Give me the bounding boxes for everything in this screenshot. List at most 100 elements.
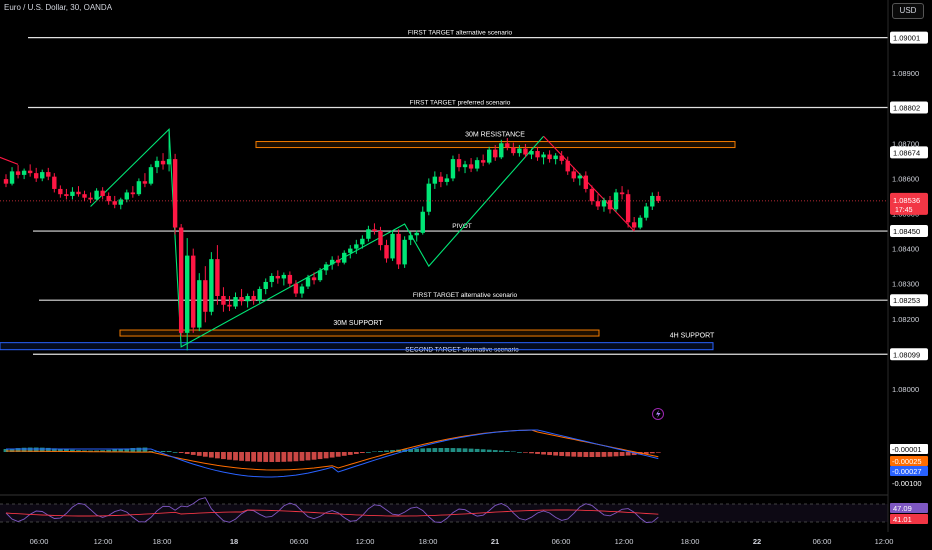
pattern-line xyxy=(0,156,19,165)
rsi-band xyxy=(0,504,888,522)
candle-body xyxy=(456,159,462,168)
macd-histogram-bar xyxy=(613,452,619,457)
candle xyxy=(305,274,311,289)
candle xyxy=(40,169,45,182)
candle xyxy=(547,150,552,163)
candle xyxy=(384,239,389,263)
candles-layer[interactable] xyxy=(3,129,661,351)
candle-body xyxy=(40,172,45,179)
level-price-text: 1.08674 xyxy=(893,148,920,157)
macd-histogram-bar xyxy=(523,452,528,453)
currency-button[interactable]: USD xyxy=(892,3,924,19)
rsi-tag-text: 47.09 xyxy=(893,504,912,513)
candle xyxy=(88,192,93,203)
macd-histogram-bar xyxy=(94,450,99,452)
level-label: FIRST TARGET alternative scenario xyxy=(408,30,513,37)
candle xyxy=(595,194,601,210)
price-tick-label: 1.08600 xyxy=(892,174,919,183)
macd-histogram-bar xyxy=(76,450,81,452)
macd-histogram-bar xyxy=(577,452,583,457)
candle xyxy=(631,217,637,232)
candle-body xyxy=(438,176,444,182)
candle-body xyxy=(650,195,655,207)
macd-histogram-bar xyxy=(15,448,21,452)
macd-histogram-bar xyxy=(547,452,552,456)
candle-body xyxy=(468,164,474,169)
macd-histogram-bar xyxy=(559,452,565,456)
level-price-text: 1.08450 xyxy=(893,227,920,236)
macd-histogram-bar xyxy=(112,449,118,452)
candle-body xyxy=(275,275,280,279)
candle xyxy=(420,206,425,235)
time-axis-layer[interactable]: 06:00 12:00 18:00 18 06:00 12:00 18:00 21 06:00 1… xyxy=(30,0,894,546)
rsi-line xyxy=(5,497,659,523)
candle-body xyxy=(402,239,407,265)
macd-histogram-bar xyxy=(239,452,244,461)
macd-histogram-bar xyxy=(51,448,57,452)
macd-histogram-bar xyxy=(311,452,317,460)
candle xyxy=(474,157,480,172)
macd-axis-tag: -0.00001 xyxy=(890,444,928,454)
candle-body xyxy=(142,181,148,184)
macd-histogram-bar xyxy=(595,452,601,457)
macd-histogram-bar xyxy=(456,448,462,452)
candle-body xyxy=(529,151,534,155)
macd-histogram-bar xyxy=(589,452,595,457)
candle-body xyxy=(9,171,15,184)
candle xyxy=(402,236,407,268)
candle-body xyxy=(342,252,347,263)
time-tick-label: 06:00 xyxy=(30,537,49,546)
macd-histogram-bar xyxy=(172,452,178,453)
candle-body xyxy=(432,176,438,184)
macd-histogram-bar xyxy=(299,452,305,461)
macd-histogram-bar xyxy=(420,448,426,452)
level-price-tag: 1.08674 xyxy=(890,146,928,159)
candle-body xyxy=(185,255,190,333)
candle xyxy=(323,261,329,275)
time-tick-label: 12:00 xyxy=(615,537,634,546)
time-tick-label: 12:00 xyxy=(94,537,113,546)
candle xyxy=(118,197,123,210)
macd-tag-box xyxy=(890,456,928,466)
candle xyxy=(185,238,190,351)
candle xyxy=(480,154,486,167)
macd-histogram-bar xyxy=(245,452,250,462)
macd-histogram-bar xyxy=(359,452,365,453)
candle xyxy=(227,295,232,312)
macd-axis-tag: -0.00100 xyxy=(892,479,922,488)
candle-body xyxy=(480,160,486,163)
candle xyxy=(396,229,401,269)
pattern-lines-layer xyxy=(0,128,635,348)
lightning-icon[interactable] xyxy=(652,408,664,420)
candle xyxy=(493,145,498,161)
candle xyxy=(100,187,105,200)
candle xyxy=(487,146,492,165)
macd-histogram-bar xyxy=(64,449,69,452)
level-price-tag: 1.08802 xyxy=(890,101,928,114)
macd-axis-tag: -0.00025 xyxy=(890,456,928,466)
candle xyxy=(523,144,528,158)
candle xyxy=(468,158,474,173)
candle xyxy=(275,270,280,284)
macd-histogram-bar xyxy=(257,452,263,462)
candle xyxy=(360,235,365,249)
rsi-axis-tag: 41.01 xyxy=(890,514,928,524)
candle-body xyxy=(577,175,582,179)
macd-histogram-bar xyxy=(275,452,281,462)
candle xyxy=(656,191,661,203)
macd-histogram-bar xyxy=(372,451,377,452)
candle xyxy=(577,173,582,186)
price-axis-layer[interactable]: 1.089001.088001.087001.086001.085001.084… xyxy=(890,31,928,524)
time-tick-label: 22 xyxy=(753,537,761,546)
candle-body xyxy=(595,201,601,207)
candle-body xyxy=(329,259,335,265)
candle-body xyxy=(239,297,244,302)
price-tick-label: 1.08900 xyxy=(892,69,919,78)
candle-body xyxy=(487,149,492,163)
candle xyxy=(511,142,516,156)
candle xyxy=(354,239,359,254)
candle-body xyxy=(450,159,456,179)
candle xyxy=(148,164,154,186)
level-price-tag: 1.08450 xyxy=(890,225,928,238)
